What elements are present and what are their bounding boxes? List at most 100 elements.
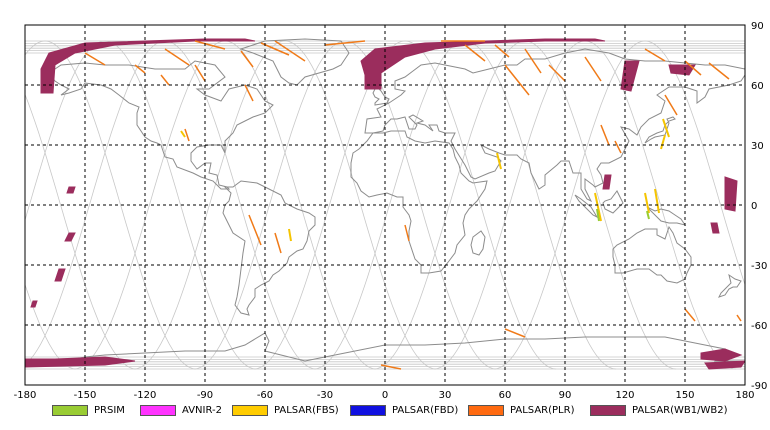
swath-palsar-plr <box>380 364 402 370</box>
latitude-tick-label: 90 <box>751 21 764 32</box>
legend-swatch-palsar-fbd <box>350 404 386 416</box>
swath-palsar-fbs <box>180 130 186 138</box>
legend-label-palsar-fbd: PALSAR(FBD) <box>392 404 459 416</box>
legend-item-avnir2: AVNIR-2 <box>140 403 222 417</box>
swath-prism <box>596 208 600 222</box>
longitude-tick-label: -90 <box>197 390 213 400</box>
swath-palsar-wb <box>40 38 256 94</box>
longitude-tick-label: 90 <box>559 390 572 400</box>
coastline-new-zealand <box>718 273 742 298</box>
longitude-tick-label: -120 <box>134 390 157 400</box>
legend-item-palsar-fbd: PALSAR(FBD) <box>350 403 458 417</box>
coastline-japan <box>644 116 676 144</box>
longitude-tick-label: -30 <box>317 390 333 400</box>
orbit-track <box>373 40 526 370</box>
swath-palsar-plr <box>194 40 226 50</box>
swath-palsar-wb <box>668 64 696 76</box>
swath-palsar-plr <box>684 60 702 76</box>
orbit-track <box>433 40 586 370</box>
legend-label-palsar-wb: PALSAR(WB1/WB2) <box>632 404 728 416</box>
swath-palsar-plr <box>324 40 366 46</box>
swath-palsar-fbs <box>660 134 666 150</box>
coastline-eurasia <box>364 48 745 203</box>
longitude-tick-labels: -180 -150 -120 -90 -60 -30 0 30 60 90 120 150 180 <box>14 390 755 400</box>
orbit-track <box>73 40 226 370</box>
swath-palsar-wb <box>54 268 66 282</box>
legend-swatch-prism <box>52 404 88 416</box>
swath-palsar-plr <box>708 62 730 80</box>
longitude-tick-label: 0 <box>382 390 388 400</box>
legend-label-prism: PRSIM <box>94 404 125 416</box>
swath-palsar-plr <box>244 84 254 102</box>
swath-palsar-plr <box>684 308 696 322</box>
observation-swaths <box>25 38 745 370</box>
swath-palsar-wb <box>710 222 720 234</box>
swath-palsar-fbs <box>662 118 670 138</box>
swath-palsar-plr <box>644 48 666 62</box>
swath-palsar-fbs <box>644 192 650 214</box>
orbit-track <box>104 40 257 370</box>
longitude-tick-label: 150 <box>675 390 694 400</box>
swath-palsar-fbs <box>654 188 660 214</box>
latitude-tick-label: -90 <box>751 381 767 392</box>
map-frame <box>24 24 746 386</box>
orbit-track <box>164 40 317 370</box>
latitude-tick-label: 60 <box>751 81 764 92</box>
legend-swatch-avnir2 <box>140 404 176 416</box>
coastline-borneo <box>602 190 624 214</box>
longitude-tick-label: -150 <box>74 390 97 400</box>
swath-palsar-plr <box>584 56 602 82</box>
latitude-tick-label: 30 <box>751 141 764 152</box>
legend-item-prism: PRSIM <box>52 403 125 417</box>
legend-item-palsar-plr: PALSAR(PLR) <box>468 403 574 417</box>
swath-palsar-wb <box>704 360 745 370</box>
swath-palsar-plr <box>240 50 254 68</box>
latitude-tick-label: -60 <box>751 321 767 332</box>
legend: PRSIM AVNIR-2 PALSAR(FBS) PALSAR(FBD) PA… <box>0 403 770 425</box>
orbit-track <box>493 40 646 370</box>
latitude-tick-label: 0 <box>751 201 757 212</box>
coastline-greenland <box>239 38 350 86</box>
orbit-track <box>25 40 166 365</box>
legend-label-palsar-fbs: PALSAR(FBS) <box>274 404 339 416</box>
legend-swatch-palsar-wb <box>590 404 626 416</box>
legend-item-palsar-wb: PALSAR(WB1/WB2) <box>590 403 728 417</box>
swath-palsar-wb <box>64 232 76 242</box>
longitude-tick-label: 60 <box>499 390 512 400</box>
coastline-new-guinea <box>646 206 687 226</box>
swath-palsar-plr <box>600 124 610 146</box>
swath-palsar-plr <box>184 128 190 142</box>
swath-palsar-plr <box>524 48 542 74</box>
swath-palsar-wb <box>25 356 136 368</box>
swath-palsar-wb <box>602 174 612 190</box>
orbit-track <box>584 40 737 370</box>
swath-palsar-plr <box>504 328 526 338</box>
orbit-track <box>133 40 286 370</box>
orbit-track <box>25 93 137 370</box>
swath-palsar-plr <box>736 314 742 322</box>
swath-palsar-plr <box>464 44 486 62</box>
swath-palsar-plr <box>248 214 262 246</box>
orbit-track <box>25 283 77 370</box>
swath-prism <box>646 210 650 220</box>
legend-swatch-palsar-plr <box>468 404 504 416</box>
longitude-tick-label: 180 <box>735 390 754 400</box>
lat-lon-grid <box>25 25 745 385</box>
longitude-tick-label: 30 <box>439 390 452 400</box>
coastline-antarctica-coast <box>25 332 745 362</box>
swath-palsar-plr <box>260 42 290 56</box>
swath-palsar-wb <box>66 186 76 194</box>
longitude-tick-label: -60 <box>257 390 273 400</box>
swath-palsar-plr <box>274 40 306 62</box>
swath-palsar-plr <box>134 64 146 74</box>
orbit-track <box>284 40 437 370</box>
orbit-track <box>0 41 16 369</box>
orbit-track <box>524 40 677 370</box>
swath-palsar-plr <box>548 64 566 82</box>
orbit-track <box>193 40 346 370</box>
swath-palsar-plr <box>160 74 170 86</box>
orbit-track <box>313 40 466 370</box>
swath-palsar-fbs <box>496 152 502 170</box>
swath-palsar-plr <box>404 224 410 242</box>
coastline-africa <box>350 130 488 274</box>
